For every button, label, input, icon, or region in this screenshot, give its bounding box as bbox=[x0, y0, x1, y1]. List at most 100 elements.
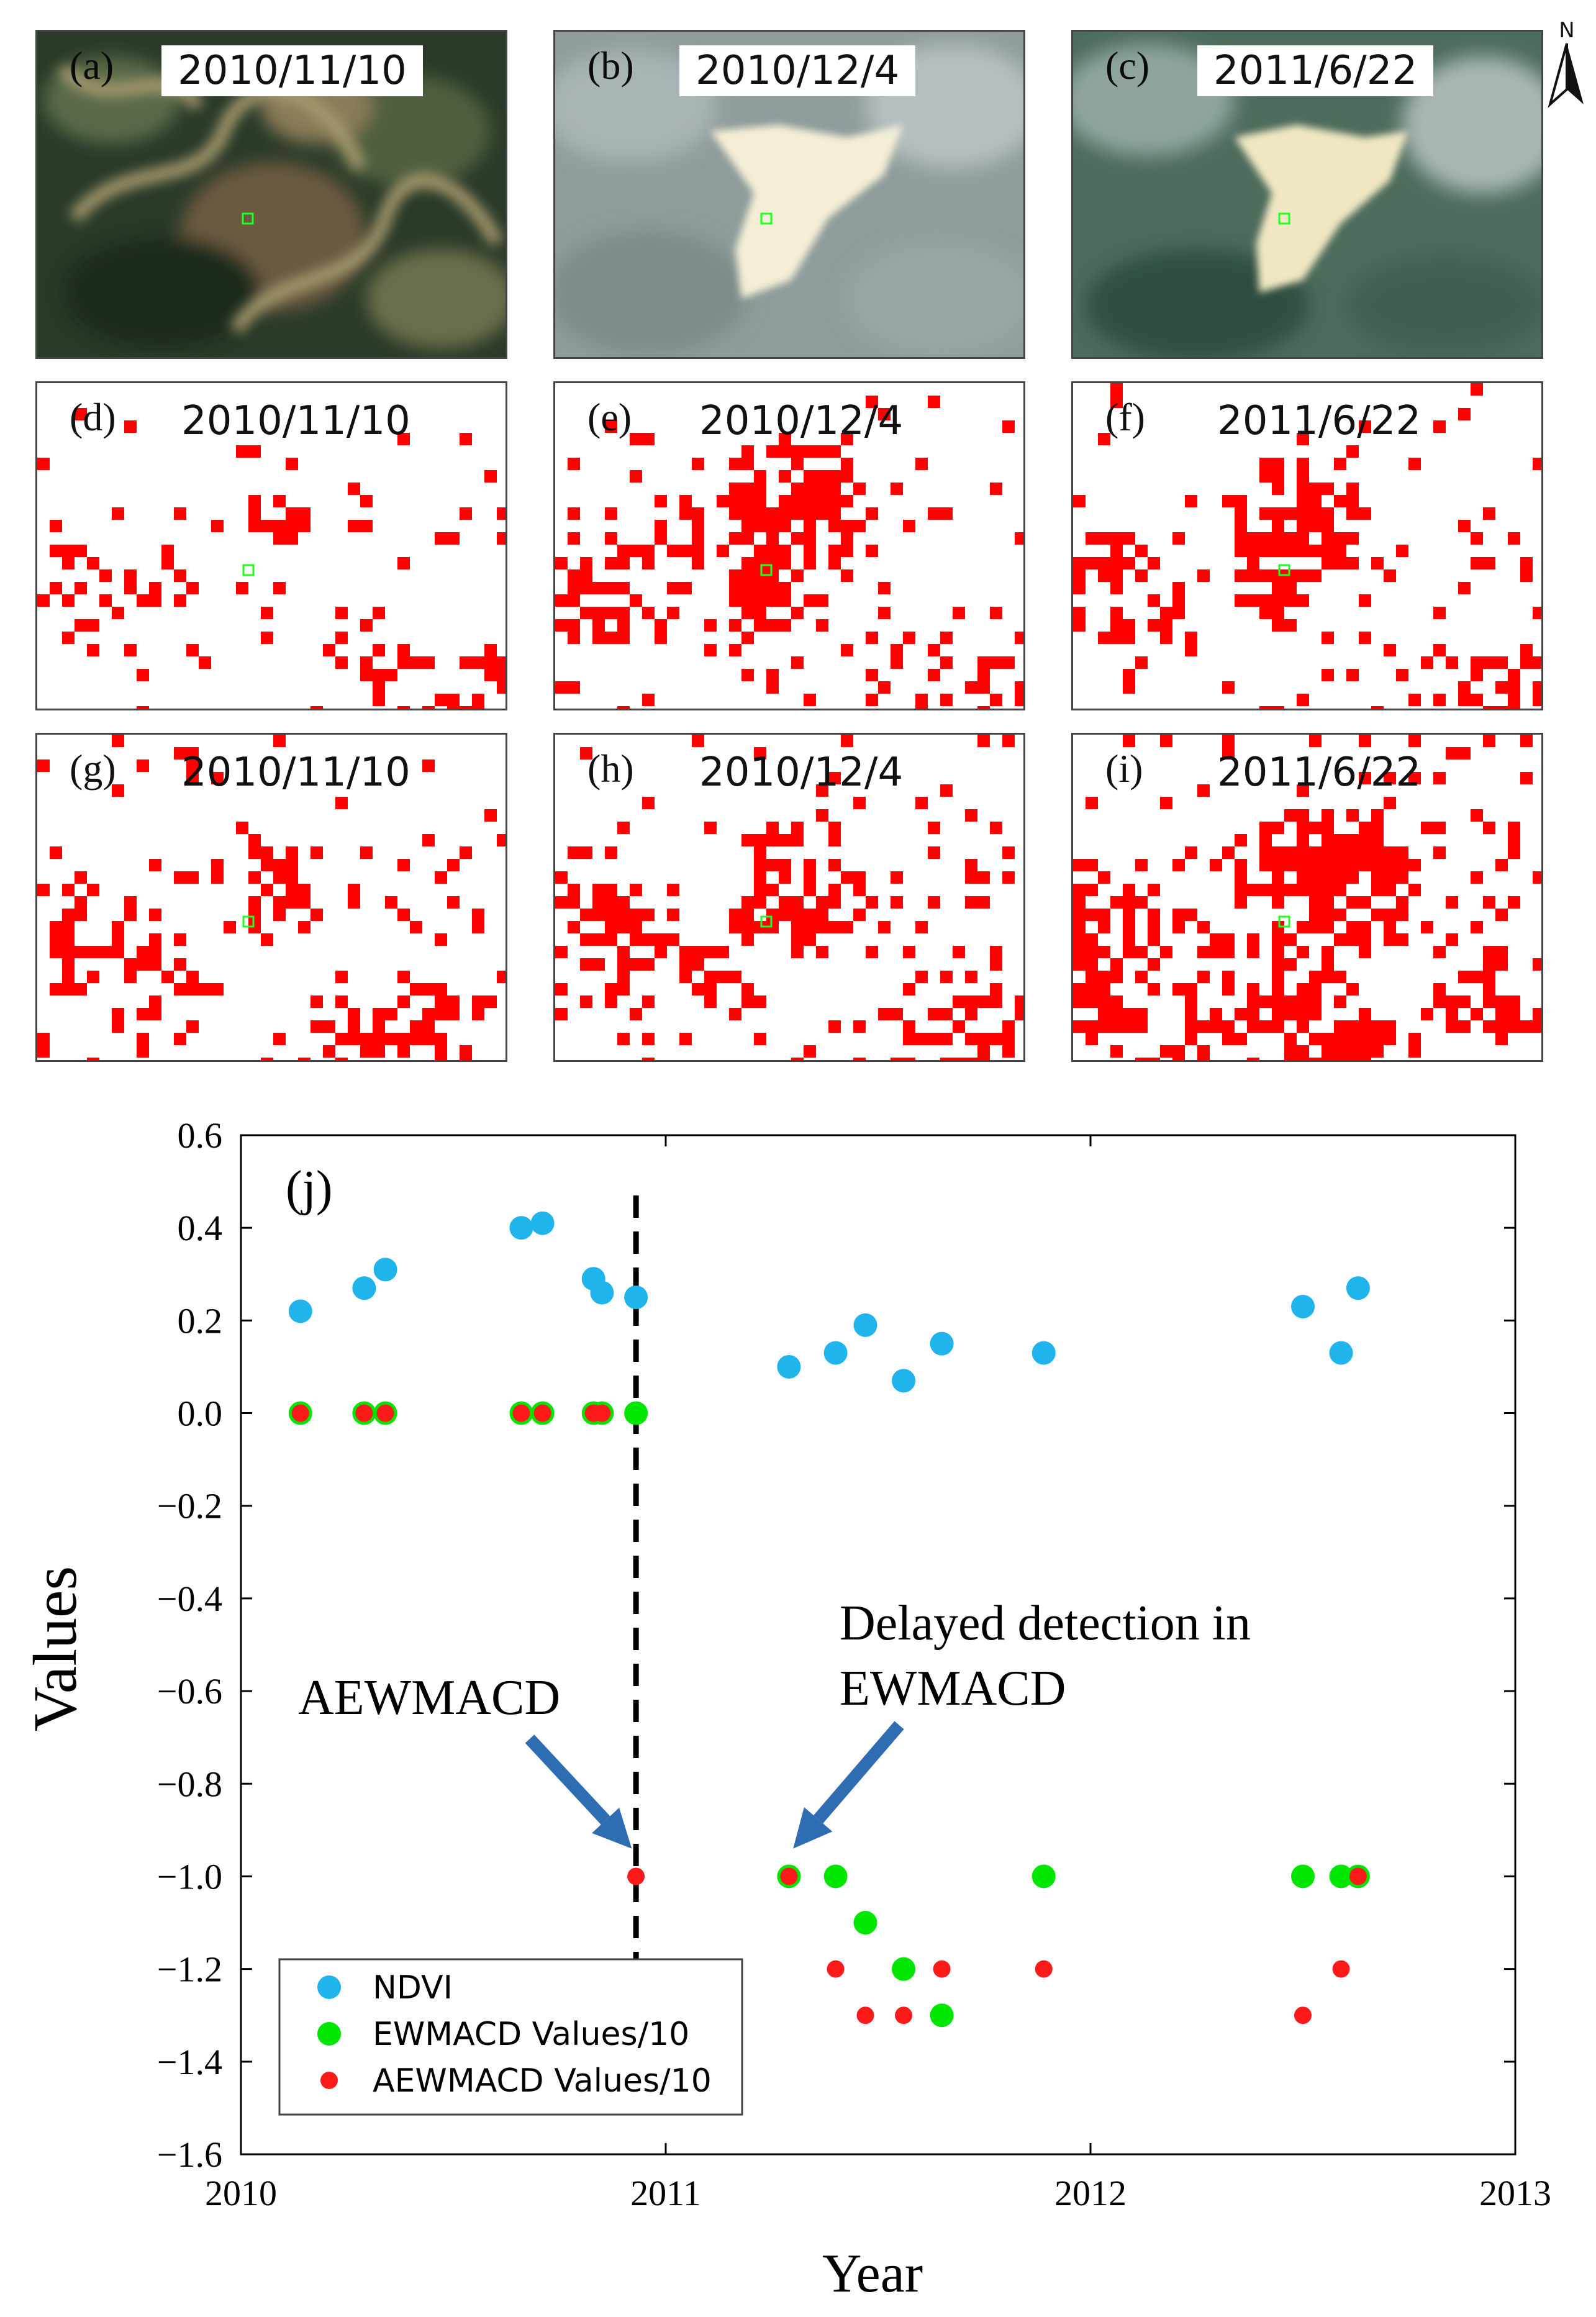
point-aewmacd bbox=[895, 2006, 913, 2025]
y-tick-label: 0.4 bbox=[178, 1208, 223, 1248]
legend-marker bbox=[320, 2072, 338, 2089]
panel-f: (f) 2011/6/22 bbox=[1071, 381, 1543, 710]
point-ndvi bbox=[1346, 1276, 1370, 1300]
panel-date-b: 2010/12/4 bbox=[679, 45, 916, 96]
y-tick-label: −0.8 bbox=[157, 1764, 222, 1804]
panel-date-a: 2010/11/10 bbox=[161, 45, 423, 96]
point-ndvi bbox=[777, 1354, 801, 1379]
y-tick-label: 0.6 bbox=[178, 1115, 223, 1156]
panel-b: (b) 2010/12/4 bbox=[553, 30, 1025, 359]
y-tick-label: −0.4 bbox=[157, 1579, 222, 1619]
data-points bbox=[288, 1211, 1370, 2028]
annotations: AEWMACD Delayed detection in EWMACD bbox=[298, 1596, 1251, 1849]
point-ndvi bbox=[1291, 1294, 1315, 1318]
x-tick-label: 2013 bbox=[1479, 2173, 1551, 2213]
sample-pixel-marker bbox=[760, 564, 773, 576]
legend-marker bbox=[317, 2022, 341, 2046]
point-ewmacd bbox=[930, 2003, 954, 2028]
point-aewmacd bbox=[1035, 1960, 1053, 1978]
scatter-chart: 0.6 0.4 0.2 0.0 −0.2 −0.4 −0.6 −0.8 −1.0 −1.2 −1.4… bbox=[20, 1115, 1551, 2304]
sample-pixel-marker bbox=[242, 564, 255, 576]
point-ndvi bbox=[853, 1313, 877, 1337]
panel-date-f: 2011/6/22 bbox=[1217, 398, 1421, 444]
panel-label-h: (h) bbox=[587, 746, 634, 791]
panel-label-a: (a) bbox=[70, 43, 114, 88]
panel-g: (g) 2010/11/10 bbox=[35, 733, 507, 1062]
point-ndvi bbox=[823, 1341, 848, 1365]
panel-h: (h) 2010/12/4 bbox=[553, 733, 1025, 1062]
point-ndvi bbox=[373, 1258, 397, 1282]
point-ndvi bbox=[352, 1276, 376, 1300]
point-ewmacd bbox=[892, 1957, 916, 1981]
point-aewmacd bbox=[291, 1404, 309, 1422]
point-ewmacd bbox=[624, 1401, 648, 1425]
legend-label: AEWMACD Values/10 bbox=[373, 2062, 712, 2100]
legend: NDVI EWMACD Values/10 AEWMACD Values/10 bbox=[278, 1958, 743, 2116]
y-tick-label: −0.6 bbox=[157, 1671, 222, 1712]
annotation-delayed-line2: EWMACD bbox=[840, 1661, 1066, 1716]
panel-date-e: 2010/12/4 bbox=[699, 398, 904, 444]
change-map-d bbox=[37, 408, 506, 709]
point-aewmacd bbox=[780, 1867, 798, 1885]
point-ndvi bbox=[288, 1299, 312, 1323]
point-aewmacd bbox=[1332, 1960, 1350, 1978]
point-ewmacd bbox=[853, 1911, 877, 1935]
changed-pixels bbox=[37, 735, 506, 1060]
y-tick-label: 0.0 bbox=[178, 1394, 223, 1434]
point-ndvi bbox=[1329, 1341, 1353, 1365]
y-axis-title: Values bbox=[20, 1566, 89, 1732]
point-ewmacd bbox=[1291, 1864, 1315, 1889]
panel-label-b: (b) bbox=[587, 43, 634, 88]
point-aewmacd bbox=[827, 1960, 845, 1978]
y-tick-label: −1.0 bbox=[157, 1856, 222, 1897]
annotation-aewmacd: AEWMACD bbox=[298, 1671, 560, 1725]
legend-box bbox=[278, 1958, 743, 2116]
panel-date-i: 2011/6/22 bbox=[1217, 750, 1421, 796]
arrow-aewmacd-shaft bbox=[525, 1734, 610, 1825]
legend-marker bbox=[317, 1975, 341, 1999]
panel-a: (a) 2010/11/10 bbox=[35, 30, 507, 359]
point-aewmacd bbox=[933, 1960, 951, 1978]
point-aewmacd bbox=[856, 2006, 874, 2025]
tick-labels: 0.6 0.4 0.2 0.0 −0.2 −0.4 −0.6 −0.8 −1.0 −1.2 −1.4… bbox=[157, 1115, 1551, 2213]
panel-d: (d) 2010/11/10 bbox=[35, 381, 507, 710]
sample-pixel-marker bbox=[760, 915, 773, 928]
sample-pixel-marker bbox=[1278, 564, 1290, 576]
point-ndvi bbox=[624, 1285, 648, 1310]
changed-pixels bbox=[555, 735, 1023, 1060]
change-map-g bbox=[37, 735, 506, 1060]
point-ndvi bbox=[590, 1281, 614, 1305]
changed-pixels bbox=[1073, 383, 1541, 709]
change-map-i bbox=[1073, 735, 1541, 1060]
point-aewmacd bbox=[627, 1867, 645, 1885]
changed-pixels bbox=[1073, 735, 1541, 1060]
y-tick-label: −1.4 bbox=[157, 2042, 222, 2082]
x-tick-label: 2011 bbox=[630, 2173, 701, 2213]
point-aewmacd bbox=[593, 1404, 611, 1422]
panel-e: (e) 2010/12/4 bbox=[553, 381, 1025, 710]
change-map-f bbox=[1073, 383, 1541, 709]
axis-frame bbox=[240, 1134, 1517, 2156]
point-aewmacd bbox=[355, 1404, 373, 1422]
point-ndvi bbox=[530, 1211, 555, 1235]
point-ewmacd bbox=[823, 1864, 848, 1889]
plot-frame bbox=[240, 1134, 1517, 2156]
annotation-delayed-line1: Delayed detection in bbox=[840, 1596, 1251, 1651]
x-axis-title: Year bbox=[822, 2244, 923, 2304]
x-tick-label: 2012 bbox=[1054, 2173, 1127, 2213]
x-tick-label: 2010 bbox=[205, 2173, 277, 2213]
panel-date-h: 2010/12/4 bbox=[699, 750, 904, 796]
north-label: N bbox=[1559, 18, 1574, 43]
panel-label-f: (f) bbox=[1105, 395, 1145, 439]
point-ewmacd bbox=[1032, 1864, 1056, 1889]
sample-pixel-marker bbox=[1278, 915, 1290, 928]
panel-label-e: (e) bbox=[587, 395, 632, 439]
panel-date-c: 2011/6/22 bbox=[1197, 45, 1434, 96]
y-tick-label: −1.6 bbox=[157, 2134, 222, 2175]
point-ewmacd bbox=[1329, 1864, 1353, 1889]
arrow-aewmacd-head bbox=[592, 1807, 632, 1849]
point-aewmacd bbox=[1294, 2006, 1312, 2025]
north-arrow-icon: N bbox=[1548, 18, 1584, 108]
satellite-image-b bbox=[555, 32, 1023, 357]
